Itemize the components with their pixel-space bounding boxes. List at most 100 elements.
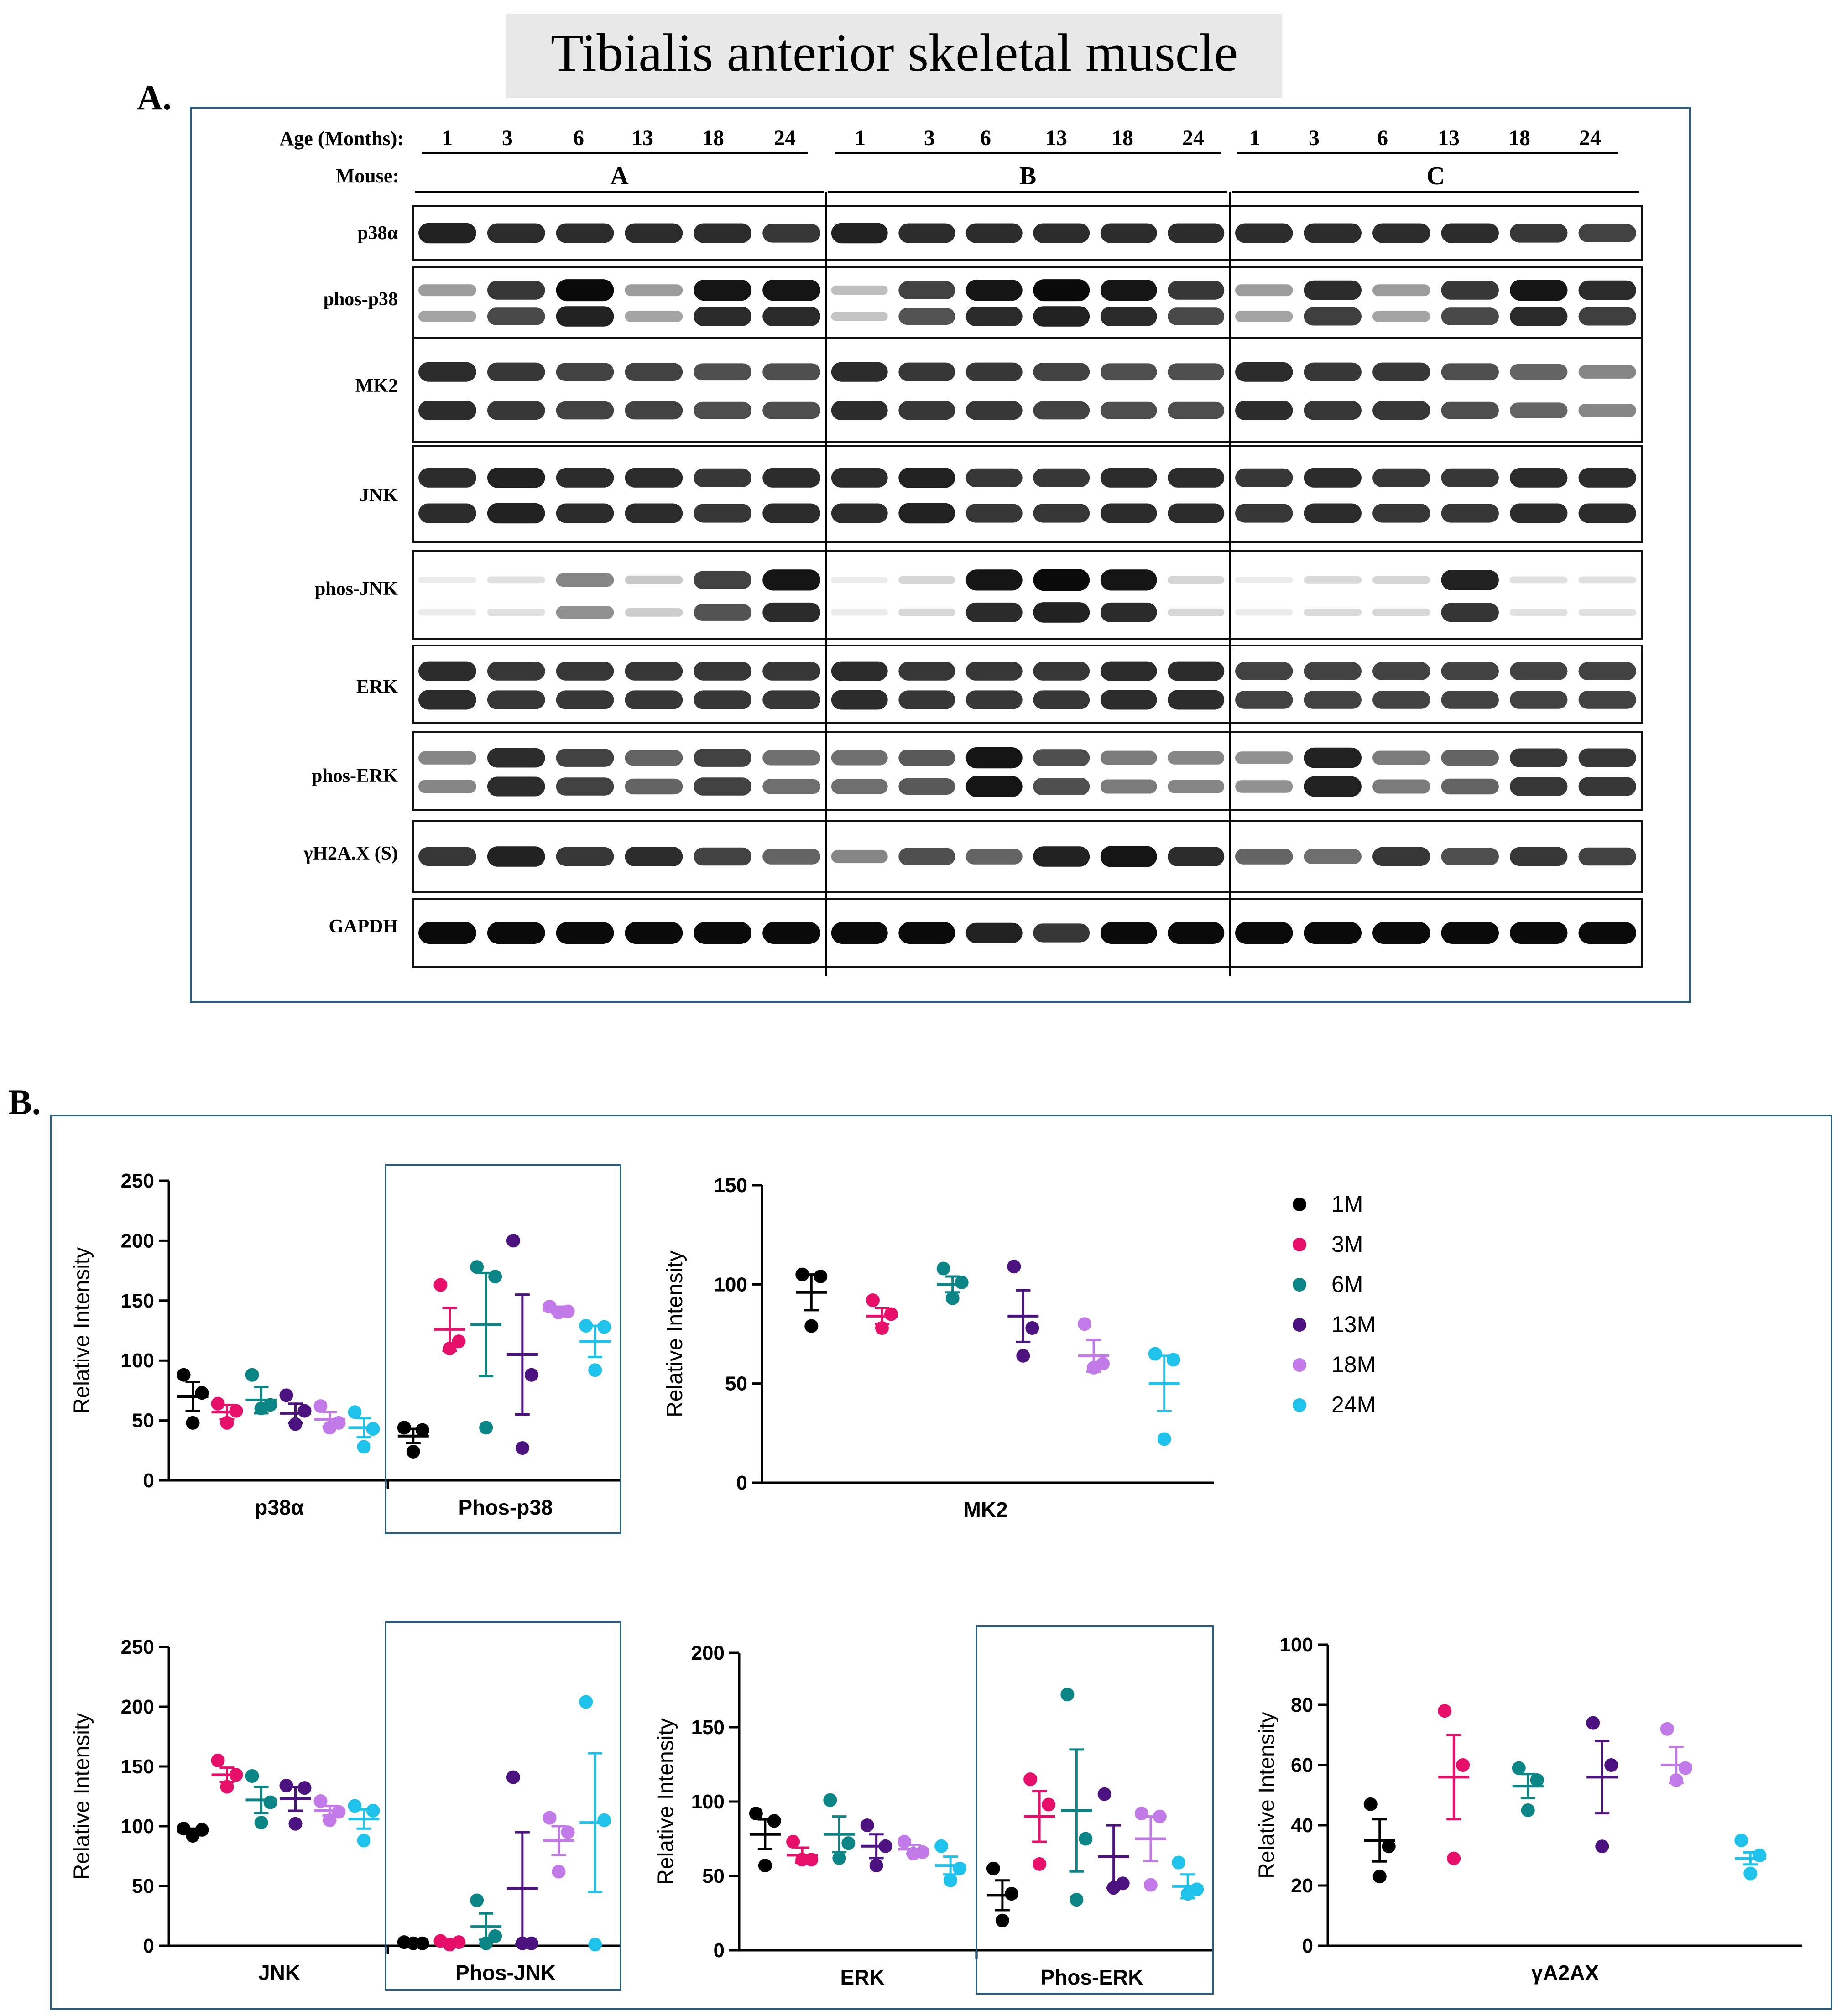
blot-band: [831, 503, 888, 523]
data-point: [348, 1799, 362, 1813]
blot-row-phos-erk: phos-ERK: [312, 731, 1643, 811]
data-point: [245, 1368, 259, 1382]
age-label-B-18: 18: [1111, 126, 1133, 150]
series-18m: [1078, 1317, 1110, 1375]
blot-membrane: [413, 732, 1642, 810]
data-point: [823, 1793, 837, 1807]
y-tick-label: 100: [121, 1349, 154, 1372]
y-tick-label: 150: [121, 1290, 154, 1312]
age-label-B-6: 6: [980, 126, 991, 150]
blot-band: [1372, 468, 1430, 487]
blot-band: [1168, 922, 1225, 944]
blot-band: [1578, 224, 1636, 242]
data-point: [955, 1275, 969, 1289]
blot-band: [1578, 922, 1636, 944]
blot-band: [965, 690, 1023, 709]
data-point: [1456, 1758, 1470, 1772]
blot-band: [1100, 602, 1157, 622]
chart-mk2: 0 50 100 150 Relative Intensity MK2: [663, 1174, 1214, 1521]
blot-band: [1304, 662, 1362, 680]
data-point: [588, 1363, 602, 1377]
blot-band: [1033, 662, 1090, 681]
legend-label: 13M: [1331, 1312, 1376, 1337]
blot-band: [1033, 569, 1090, 591]
y-tick-label: 150: [714, 1174, 747, 1197]
data-point: [786, 1835, 800, 1849]
series-3m: [211, 1753, 243, 1794]
blot-band: [1441, 223, 1499, 243]
blot-band: [898, 690, 955, 709]
blot-band: [1033, 602, 1090, 623]
blot-band: [1168, 780, 1225, 793]
blot-membrane: [413, 446, 1642, 542]
blot-band: [1510, 280, 1568, 301]
blot-band: [965, 401, 1023, 420]
blot-band: [487, 307, 545, 325]
blot-band: [625, 468, 683, 488]
blot-band: [762, 602, 820, 622]
blot-band: [556, 306, 614, 327]
data-point: [470, 1260, 484, 1274]
blot-band: [625, 662, 683, 681]
y-tick-label: 200: [121, 1229, 154, 1252]
group-p38-: p38α: [177, 1368, 380, 1519]
blot-row-frame: [412, 550, 1643, 640]
y-tick-label: 200: [121, 1696, 154, 1718]
y-tick-label: 50: [132, 1410, 154, 1432]
blot-band: [556, 847, 614, 866]
blot-band: [1578, 847, 1636, 866]
y-tick-label: 150: [691, 1716, 725, 1739]
blot-band: [898, 223, 955, 243]
series-3m: [433, 1278, 466, 1355]
data-point: [1087, 1360, 1101, 1375]
x-category-label: Phos-p38: [458, 1495, 553, 1519]
data-point: [1106, 1881, 1121, 1895]
series-24m: [1734, 1834, 1767, 1881]
series-3m: [433, 1934, 466, 1952]
series-6m: [936, 1261, 969, 1305]
blot-band: [762, 468, 820, 488]
data-point: [443, 1938, 457, 1952]
data-point: [1753, 1849, 1767, 1862]
data-point: [348, 1405, 362, 1419]
series-18m: [313, 1399, 346, 1435]
data-point: [832, 1851, 846, 1865]
blot-membrane: [413, 206, 1642, 260]
series-13m: [506, 1770, 538, 1950]
data-point: [1181, 1887, 1195, 1901]
series-18m: [1660, 1722, 1692, 1787]
data-point: [884, 1307, 898, 1321]
data-point: [1530, 1773, 1544, 1787]
blot-band: [556, 690, 614, 709]
blot-band: [694, 468, 752, 487]
blot-band: [965, 662, 1023, 681]
data-point: [397, 1421, 411, 1435]
data-point: [552, 1865, 566, 1879]
blot-band: [1168, 223, 1225, 243]
blot-row-erk: ERK: [356, 645, 1643, 724]
highlight-box: [385, 1164, 621, 1534]
blot-band: [487, 662, 545, 681]
blot-row-p38-: p38α: [357, 205, 1643, 261]
blot-row-label: phos-JNK: [315, 578, 398, 599]
panel-b-label: B.: [8, 1082, 41, 1122]
blot-band: [1510, 691, 1568, 709]
y-axis-label: Relative Intensity: [70, 1247, 94, 1414]
series-24m: [1148, 1347, 1180, 1446]
blot-band: [1235, 284, 1293, 297]
blot-band: [965, 468, 1023, 487]
blot-band: [556, 503, 614, 523]
blot-band: [762, 280, 820, 301]
highlight-box: [976, 1625, 1214, 1995]
blot-row-label: GAPDH: [329, 916, 398, 937]
blot-band: [1033, 778, 1090, 795]
series-1m: [1363, 1797, 1396, 1884]
blot-row-label: ERK: [356, 677, 398, 698]
blot-band: [1033, 749, 1090, 766]
mouse-label-B: B: [1019, 162, 1036, 190]
blot-band: [762, 306, 820, 327]
data-point: [1016, 1349, 1030, 1363]
data-point: [211, 1753, 225, 1767]
blot-band: [694, 363, 752, 381]
blot-band: [965, 504, 1023, 523]
